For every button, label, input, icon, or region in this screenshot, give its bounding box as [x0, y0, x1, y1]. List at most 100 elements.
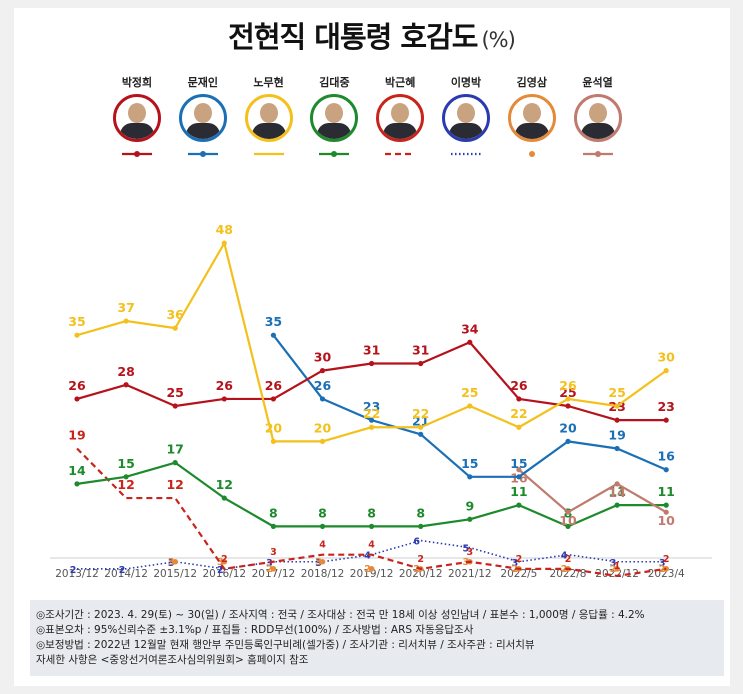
- data-label: 2: [663, 554, 670, 565]
- chart-title: 전현직 대통령 호감도 (%): [0, 14, 743, 56]
- data-label: 48: [216, 222, 233, 237]
- data-label: 35: [68, 314, 85, 329]
- x-tick-label: 2022/12: [595, 568, 639, 580]
- x-tick-label: 2019/12: [350, 568, 394, 580]
- data-point: [123, 318, 129, 324]
- series-line-윤석열: [518, 468, 667, 514]
- footnote-line-1: ◎조사기간 : 2023. 4. 29(토) ~ 30(일) / 조사지역 : …: [36, 609, 645, 621]
- data-label: 26: [510, 378, 528, 393]
- data-label: 25: [166, 385, 183, 400]
- legend-line-sample: [187, 151, 218, 157]
- survey-footnote: ◎조사기간 : 2023. 4. 29(토) ~ 30(일) / 조사지역 : …: [30, 600, 724, 676]
- data-label: 26: [68, 378, 86, 393]
- data-point: [663, 417, 669, 423]
- portrait-avatar: [113, 94, 161, 142]
- data-point: [221, 558, 228, 565]
- data-point: [74, 396, 80, 402]
- data-label: 15: [117, 456, 134, 471]
- data-label: 3: [659, 558, 666, 569]
- data-label: 11: [510, 484, 527, 499]
- footnote-line-4: 자세한 사항은 <중앙선거여론조사심의위원회> 홈페이지 참조: [36, 654, 309, 666]
- data-point: [270, 396, 276, 402]
- data-point: [270, 566, 277, 572]
- data-point: [565, 396, 571, 402]
- data-point: [74, 481, 80, 487]
- data-point: [221, 495, 227, 501]
- portrait-avatar: [376, 94, 425, 142]
- data-label: 2: [561, 564, 568, 575]
- data-point: [319, 396, 326, 402]
- data-point: [319, 558, 326, 565]
- data-point: [270, 332, 276, 338]
- data-point: [418, 431, 424, 437]
- legend-line-sample: [253, 152, 284, 156]
- data-point: [663, 368, 669, 374]
- data-label: 22: [510, 406, 527, 421]
- data-label: 36: [166, 307, 184, 322]
- data-point: [614, 417, 620, 423]
- data-label: 34: [461, 321, 479, 336]
- data-point: [418, 523, 424, 529]
- data-point: [467, 474, 473, 480]
- data-label: 15: [510, 456, 527, 471]
- data-label: 3: [217, 557, 224, 568]
- data-label: 20: [265, 420, 283, 435]
- data-label: 26: [314, 378, 332, 393]
- legend-item-3: 김대중: [302, 74, 366, 158]
- data-label: 10: [559, 513, 577, 528]
- data-label: 3: [315, 558, 322, 569]
- data-point: [221, 396, 227, 402]
- data-label: 19: [608, 427, 625, 442]
- data-point: [369, 424, 375, 430]
- legend-label: 문재인: [187, 76, 218, 89]
- x-tick-label: 2018/12: [301, 568, 345, 580]
- data-label: 20: [314, 420, 332, 435]
- data-label: 2: [221, 554, 228, 565]
- data-point: [516, 424, 522, 430]
- data-point: [565, 403, 571, 409]
- data-label: 25: [559, 385, 576, 400]
- data-label: 11: [608, 484, 625, 499]
- data-point: [270, 438, 276, 444]
- legend-item-4: 박근혜: [368, 74, 432, 158]
- data-point: [368, 566, 375, 572]
- legend-label: 김대중: [319, 76, 350, 89]
- portrait-avatar: [442, 94, 490, 142]
- data-label: 3: [270, 547, 277, 558]
- data-point: [614, 403, 620, 409]
- data-point: [614, 502, 620, 508]
- data-label: 4: [368, 540, 375, 551]
- data-label: 23: [657, 399, 674, 414]
- data-point: [172, 460, 178, 466]
- data-label: 2: [516, 554, 523, 565]
- data-label: 2: [119, 565, 126, 576]
- portrait-avatar: [573, 94, 622, 142]
- data-label: 25: [461, 385, 478, 400]
- legend-line-sample: [385, 152, 416, 156]
- legend-label: 노무현: [253, 76, 284, 89]
- data-point: [516, 502, 522, 508]
- footnote-line-3: ◎보정방법 : 2022년 12월말 현재 행안부 주민등록인구비례(셀가중) …: [36, 639, 535, 651]
- data-label: 6: [413, 537, 420, 548]
- data-label: 2: [417, 554, 424, 565]
- data-point: [123, 382, 129, 388]
- data-label: 35: [265, 314, 282, 329]
- x-tick-label: 2016/12: [202, 568, 246, 580]
- data-point: [172, 403, 178, 409]
- data-label: 2: [364, 564, 371, 575]
- data-label: 31: [412, 343, 429, 358]
- data-label: 26: [559, 378, 577, 393]
- legend-label: 윤석열: [582, 76, 613, 89]
- legend-label: 김영삼: [516, 76, 547, 89]
- data-point: [270, 523, 276, 529]
- data-point: [467, 403, 473, 409]
- data-label: 2: [217, 565, 224, 576]
- legend-item-7: 윤석열: [566, 74, 630, 158]
- data-label: 25: [608, 385, 625, 400]
- legend-item-0: 박정희: [105, 74, 169, 158]
- x-tick-label: 2022/5: [500, 568, 537, 580]
- data-label: 2: [610, 564, 617, 575]
- data-label: 16: [657, 449, 675, 464]
- data-label: 14: [608, 485, 626, 500]
- data-point: [614, 445, 620, 452]
